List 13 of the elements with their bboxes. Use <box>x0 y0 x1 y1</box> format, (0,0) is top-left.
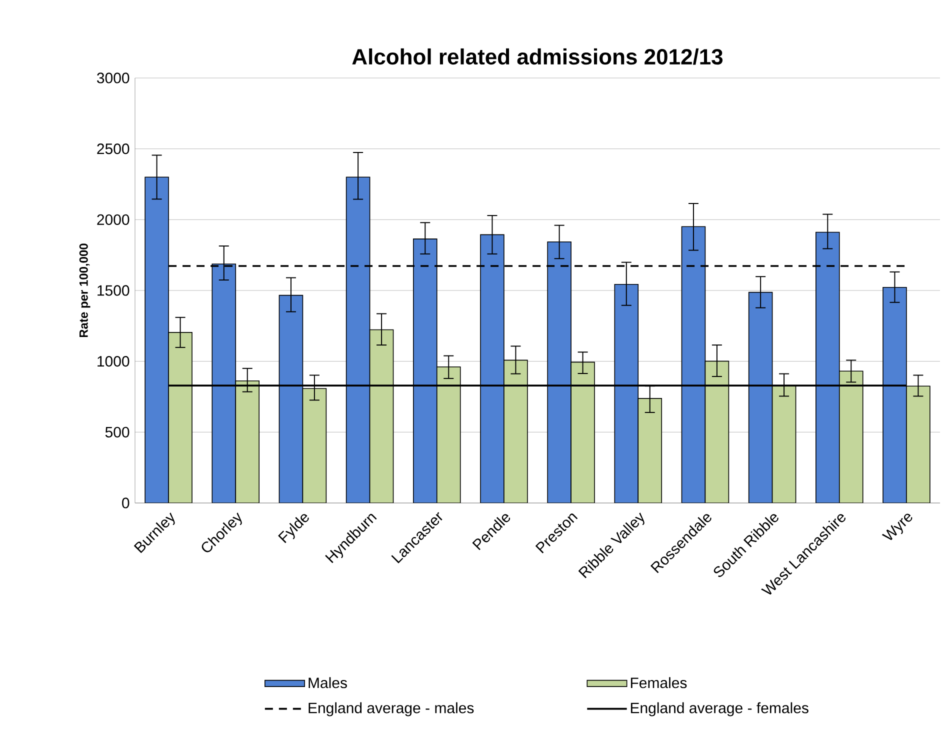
y-tick-label: 3000 <box>97 72 130 84</box>
legend-label: Males <box>308 677 347 688</box>
legend-label: England average - females <box>630 702 808 716</box>
chart-title: Alcohol related admissions 2012/13 <box>352 48 723 65</box>
y-axis-title: Rate per 100,000 <box>79 244 90 338</box>
y-tick-label: 1500 <box>98 285 130 296</box>
y-tick-label: 1000 <box>98 356 130 367</box>
legend-label: Females <box>630 677 687 688</box>
y-tick-label: 500 <box>105 426 130 438</box>
legend-label: England average - males <box>308 702 474 716</box>
y-tick-label: 2000 <box>97 214 130 225</box>
y-tick-label: 2500 <box>97 144 130 154</box>
y-tick-label: 0 <box>122 498 130 508</box>
